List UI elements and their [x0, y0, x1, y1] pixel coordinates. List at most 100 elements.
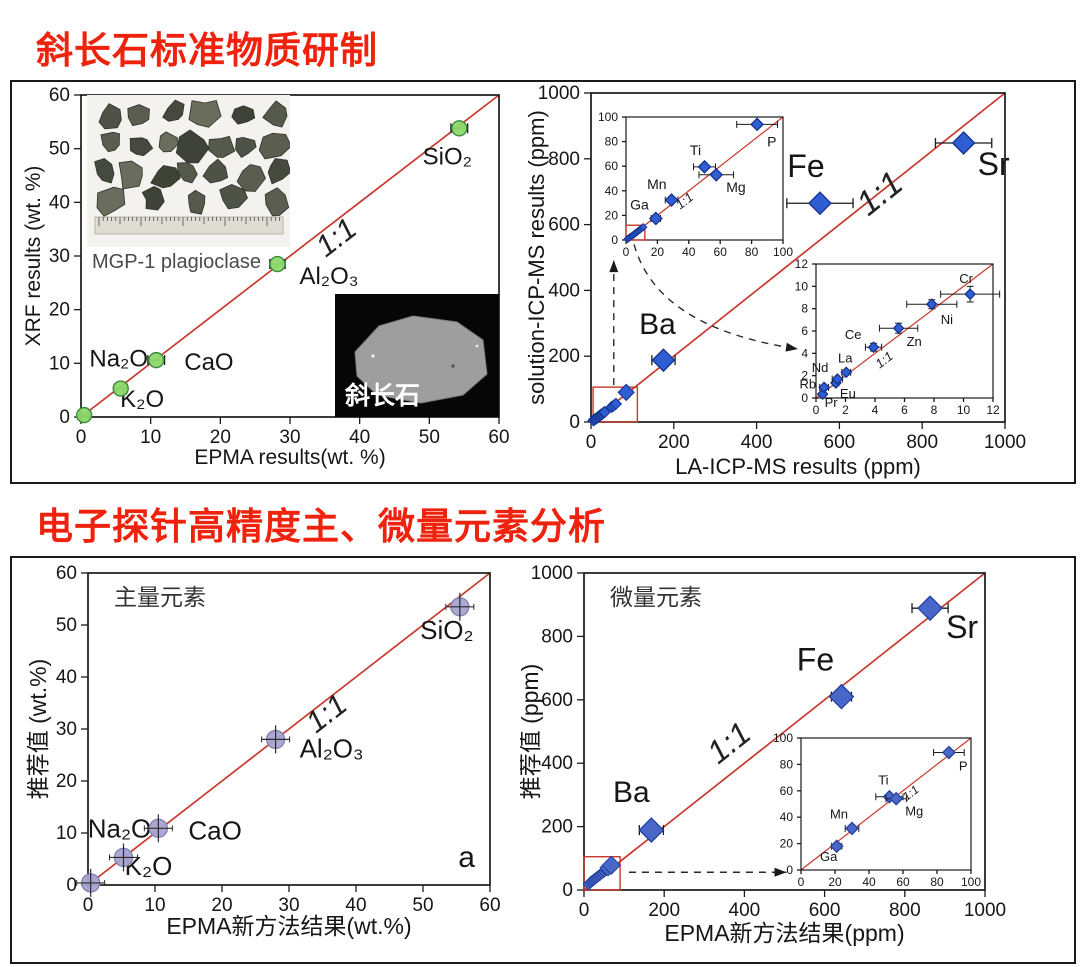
rock-fragment — [188, 100, 222, 128]
svg-text:10: 10 — [140, 427, 161, 448]
point-Ga: Ga — [630, 196, 663, 226]
point-label: Fe — [797, 642, 834, 678]
svg-text:4: 4 — [872, 403, 879, 417]
svg-text:30: 30 — [56, 719, 77, 740]
svg-text:30: 30 — [279, 427, 300, 448]
plagioclase-photo-inset — [87, 95, 292, 247]
point-La: La — [838, 350, 853, 379]
svg-text:20: 20 — [56, 771, 77, 792]
svg-text:80: 80 — [745, 245, 759, 259]
rock-fragment — [150, 165, 181, 189]
point-label: Sr — [946, 609, 978, 645]
svg-text:100: 100 — [961, 875, 981, 889]
one-to-one-label: 1:1 — [849, 164, 910, 223]
rock-fragment — [118, 160, 143, 190]
point-label: Zn — [907, 334, 922, 349]
point-label: P — [959, 759, 968, 774]
rock-fragment — [267, 158, 292, 185]
svg-text:60: 60 — [605, 159, 619, 173]
point-Ba: Ba — [639, 308, 676, 373]
rock-fragment — [100, 131, 120, 153]
point-Nd: Nd — [812, 360, 844, 385]
point-Sr: Sr — [911, 595, 978, 645]
point-label: Ni — [941, 312, 953, 327]
svg-text:1000: 1000 — [964, 900, 1006, 921]
x-axis-label: LA-ICP-MS results (ppm) — [675, 454, 921, 479]
svg-text:200: 200 — [548, 346, 580, 367]
point-Mn: Mn — [647, 176, 679, 207]
svg-text:0: 0 — [798, 875, 805, 889]
cluster-point — [617, 383, 635, 402]
svg-text:0: 0 — [562, 880, 573, 901]
rock-fragment — [202, 158, 229, 184]
x-axis-label: EPMA新方法结果(ppm) — [664, 920, 904, 946]
point-label: Sr — [978, 146, 1010, 182]
one-to-one-label: 1:1 — [300, 688, 353, 740]
point-P: P — [933, 745, 968, 774]
point-KO: K₂O — [75, 386, 164, 424]
point-Cr: Cr — [940, 271, 1001, 303]
svg-text:12: 12 — [795, 257, 809, 271]
point-label: CaO — [184, 349, 233, 376]
svg-text:800: 800 — [889, 900, 921, 921]
svg-text:8: 8 — [801, 302, 808, 316]
one-to-one-label: 1:1 — [310, 212, 363, 264]
annotation-arrow — [609, 260, 619, 386]
svg-text:1000: 1000 — [538, 84, 580, 104]
rock-fragment — [231, 105, 256, 125]
svg-text:400: 400 — [729, 900, 761, 921]
svg-text:40: 40 — [682, 245, 696, 259]
point-label: Cr — [959, 271, 973, 286]
point-label: Al₂O₃ — [300, 733, 364, 763]
svg-text:800: 800 — [906, 432, 938, 453]
subfigure-letter: a — [458, 841, 475, 874]
svg-text:6: 6 — [901, 403, 908, 417]
point-NaO: Na₂O — [89, 346, 148, 397]
rock-fragment — [219, 183, 248, 210]
svg-text:60: 60 — [49, 85, 70, 106]
svg-text:80: 80 — [930, 875, 944, 889]
point-Fe: Fe — [786, 148, 854, 216]
axis-frame — [800, 737, 972, 871]
svg-text:100: 100 — [773, 731, 793, 745]
svg-text:400: 400 — [548, 280, 580, 301]
plot-trace-recommended-vs-epma: 0 200 400 600 800 100002004006008001000EPMA新方… — [520, 563, 1006, 946]
point-P: P — [736, 117, 779, 149]
point-label: Pr — [825, 395, 839, 410]
cluster-point — [598, 405, 611, 419]
svg-text:200: 200 — [658, 432, 690, 453]
svg-text:2: 2 — [842, 403, 849, 417]
point-label: Mg — [905, 804, 923, 819]
point-Mg: Mg — [885, 791, 923, 819]
svg-text:0: 0 — [66, 875, 77, 896]
bse-pit — [451, 364, 455, 368]
rock-fragment — [208, 135, 236, 158]
axis-ticks: 0 20 40 60 80 100 0 20 40 60 80 100 — [598, 110, 793, 259]
section-title-1: 斜长石标准物质研制 — [36, 30, 378, 71]
svg-text:2: 2 — [801, 369, 808, 383]
svg-text:800: 800 — [548, 149, 580, 170]
svg-text:20: 20 — [780, 837, 794, 851]
corner-label: 微量元素 — [610, 584, 702, 610]
y-axis-label: solution-ICP-MS results (ppm) — [528, 110, 549, 405]
point-label: CaO — [188, 815, 241, 845]
corner-label: 主量元素 — [114, 584, 206, 610]
point-SiO: SiO₂ — [420, 592, 475, 645]
y-axis-label: 推荐值 (ppm) — [520, 664, 543, 799]
point-SiO: SiO₂ — [423, 120, 472, 170]
svg-text:20: 20 — [651, 245, 665, 259]
svg-text:0: 0 — [813, 403, 820, 417]
svg-text:50: 50 — [56, 615, 77, 636]
svg-text:0: 0 — [59, 407, 70, 428]
point-label: Mg — [726, 179, 745, 195]
zoom-region-box — [583, 856, 621, 891]
point-Zn: Zn — [878, 322, 922, 349]
cluster-point — [639, 223, 648, 232]
axis-ticks: 0 2 4 6 8 10 12 0 2 4 6 8 10 12 — [795, 257, 1000, 417]
rock-fragment — [264, 187, 290, 217]
rock-fragment — [98, 103, 122, 130]
point-label: Rb — [799, 376, 816, 391]
point-Ni: Ni — [906, 298, 958, 327]
point-label: P — [767, 133, 776, 149]
